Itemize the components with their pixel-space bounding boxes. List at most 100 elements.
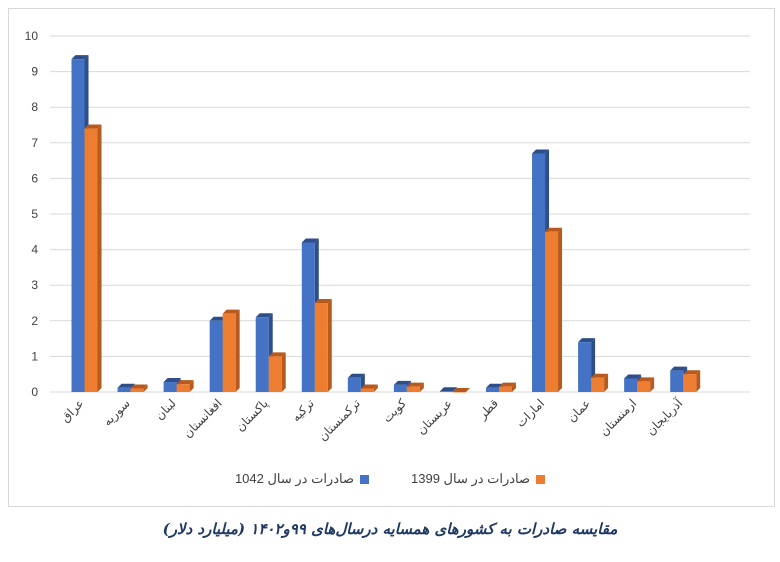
x-tick-label: ترکمنستان	[316, 396, 364, 444]
y-tick-label: 5	[31, 207, 38, 221]
bar-side	[235, 309, 240, 392]
bar-top	[393, 380, 411, 385]
y-tick-label: 4	[31, 243, 38, 257]
bar-1-2	[163, 382, 177, 392]
legend: صادرات در سال 1042 صادرات در سال 1399	[0, 468, 780, 490]
bar-2-9	[498, 386, 512, 392]
legend-item-series-1: صادرات در سال 1042	[235, 468, 369, 490]
bar-1-10	[532, 153, 546, 392]
bar-2-0	[84, 128, 98, 392]
bar-1-8	[439, 391, 453, 392]
chart-caption: مقایسه صادرات به کشورهای همسایه درسال‌ها…	[162, 520, 618, 538]
bar-top	[314, 299, 332, 303]
bar-1-13	[670, 370, 684, 392]
bar-2-10	[545, 231, 559, 392]
bar-2-7	[406, 386, 420, 392]
bar-1-7	[393, 384, 407, 392]
bar-top	[624, 374, 642, 379]
y-tick-label: 8	[31, 100, 38, 114]
bar-top	[222, 309, 240, 314]
bar-top	[268, 352, 286, 357]
x-tick-label: سوریه	[100, 396, 133, 429]
bar-2-8	[452, 392, 466, 393]
x-tick-label: عراق	[58, 396, 87, 425]
bar-side	[604, 373, 609, 392]
bar-1-0	[71, 59, 85, 392]
bar-top	[84, 124, 102, 129]
bar-side	[373, 384, 378, 392]
bar-chart: 0 1 2 3 4 5 6 7 8 9 10 عراق سوریه لبنان افغانستان پاکست…	[25, 29, 750, 444]
x-tick-label: قطر	[475, 396, 502, 423]
x-tick-label: آذربایجان	[643, 395, 687, 439]
bar-top	[301, 238, 319, 243]
chart-frame	[8, 8, 775, 507]
bar-top	[406, 382, 424, 387]
x-tick-label: لبنان	[152, 396, 178, 422]
bar-top	[130, 384, 148, 389]
x-tick-label: عمان	[565, 396, 594, 425]
legend-swatch-series-1	[360, 474, 369, 484]
bar-top	[117, 383, 135, 388]
legend-item-series-2: صادرات در سال 1399	[411, 468, 546, 490]
bar-1-11	[578, 342, 592, 392]
bar-1-5	[301, 242, 315, 392]
bar-top	[485, 383, 503, 388]
bar-top	[71, 55, 89, 60]
bar-2-13	[683, 374, 697, 392]
y-tick-label: 6	[31, 171, 38, 185]
bar-2-6	[360, 388, 374, 392]
y-tick-label: 0	[31, 385, 38, 399]
x-tick-label: ارمنستان	[597, 396, 640, 439]
x-tick-label: افغانستان	[180, 396, 224, 440]
bar-side	[281, 352, 286, 392]
bar-side	[189, 380, 194, 392]
bar-top	[452, 388, 470, 392]
bar-2-3	[222, 313, 236, 392]
y-tick-label: 1	[31, 349, 38, 363]
bar-side	[419, 382, 424, 392]
bar-2-11	[591, 377, 605, 392]
bar-1-3	[209, 320, 223, 392]
x-tick-label: امارات	[513, 396, 548, 431]
bar-top	[176, 380, 194, 385]
x-tick-label: پاکستان	[233, 396, 271, 434]
bar-side	[558, 227, 563, 392]
bar-top	[209, 316, 227, 321]
bar-2-4	[268, 356, 282, 392]
bar-top	[670, 366, 688, 371]
bar-1-6	[347, 377, 361, 392]
x-tick-label: کویت	[380, 396, 410, 426]
bar-top	[683, 370, 701, 375]
bar-top	[578, 338, 596, 343]
bar-top	[255, 313, 273, 318]
y-tick-label: 10	[25, 29, 39, 43]
bar-top	[347, 373, 365, 378]
bar-side	[452, 387, 457, 392]
legend-swatch-series-2	[536, 474, 546, 484]
x-tick-label: ترکیه	[289, 396, 318, 425]
legend-label-series-2: صادرات در سال 1399	[411, 471, 531, 486]
x-tick-label: عربستان	[414, 396, 456, 438]
bar-side	[143, 384, 148, 392]
bar-2-12	[637, 381, 651, 392]
bar-1-1	[117, 387, 131, 392]
bar-top	[498, 382, 516, 387]
bar-2-5	[314, 303, 328, 392]
bar-side	[696, 370, 701, 392]
bar-top	[439, 387, 457, 392]
y-tick-label: 2	[31, 314, 38, 328]
y-tick-label: 7	[31, 136, 38, 150]
bar-top	[545, 227, 563, 232]
bar-1-9	[485, 387, 499, 392]
y-tick-label: 9	[31, 65, 38, 79]
bar-side	[650, 377, 655, 392]
bar-top	[637, 377, 655, 382]
bar-top	[532, 149, 550, 154]
legend-label-series-1: صادرات در سال 1042	[234, 471, 354, 486]
bar-side	[511, 382, 516, 392]
bar-1-4	[255, 317, 269, 392]
bar-top	[360, 384, 378, 389]
y-tick-label: 3	[31, 278, 38, 292]
bar-2-2	[176, 384, 190, 392]
bar-top	[591, 373, 609, 378]
